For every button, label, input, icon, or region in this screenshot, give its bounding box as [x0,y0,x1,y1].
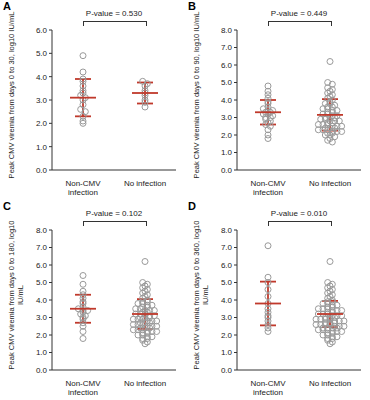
svg-text:No infection: No infection [124,179,166,188]
svg-text:No infection: No infection [124,379,166,388]
html-text:C: C [3,200,11,212]
svg-text:5.0: 5.0 [221,78,233,87]
svg-text:0.0: 0.0 [221,166,233,175]
svg-text:6.0: 6.0 [221,261,233,270]
svg-text:2.0: 2.0 [221,331,233,340]
html-text:A: A [3,0,11,12]
svg-text:0.0: 0.0 [221,366,233,375]
svg-text:8.0: 8.0 [221,226,233,235]
svg-text:Non-CMVinfection: Non-CMVinfection [250,179,286,196]
svg-text:5.0: 5.0 [36,278,48,287]
html-text:Peak CMV viremia from days 0 t: Peak CMV viremia from days 0 to 30, log1… [7,11,16,179]
svg-text:7.0: 7.0 [221,43,233,52]
svg-text:5.0: 5.0 [36,49,48,58]
svg-text:7.0: 7.0 [221,243,233,252]
html-text:P-value = 0.530: P-value = 0.530 [85,9,143,18]
svg-text:6.0: 6.0 [36,26,48,35]
svg-text:Non-CMVinfection: Non-CMVinfection [250,379,286,396]
svg-text:8.0: 8.0 [36,226,48,235]
svg-text:No infection: No infection [309,179,351,188]
svg-text:1.0: 1.0 [221,148,233,157]
svg-text:6.0: 6.0 [36,261,48,270]
svg-text:No infection: No infection [309,379,351,388]
svg-text:4.0: 4.0 [36,296,48,305]
svg-text:1.0: 1.0 [221,348,233,357]
svg-text:3.0: 3.0 [221,113,233,122]
svg-text:2.0: 2.0 [221,131,233,140]
svg-text:Non-CMVinfection: Non-CMVinfection [65,179,101,196]
html-text:D: D [188,200,196,212]
svg-text:8.0: 8.0 [221,26,233,35]
svg-text:2.0: 2.0 [36,331,48,340]
svg-text:3.0: 3.0 [36,313,48,322]
html-text:P-value = 0.449: P-value = 0.449 [270,9,328,18]
svg-text:1.0: 1.0 [36,348,48,357]
svg-text:3.0: 3.0 [36,96,48,105]
svg-text:4.0: 4.0 [221,96,233,105]
svg-text:4.0: 4.0 [36,73,48,82]
html-text:Peak CMV viremia from days 0 t: Peak CMV viremia from days 0 to 360, log… [192,220,210,370]
svg-text:0.0: 0.0 [36,166,48,175]
svg-text:2.0: 2.0 [36,119,48,128]
svg-text:5.0: 5.0 [221,278,233,287]
svg-text:3.0: 3.0 [221,313,233,322]
html-text:B: B [188,0,196,12]
svg-text:1.0: 1.0 [36,143,48,152]
svg-text:0.0: 0.0 [36,366,48,375]
svg-text:7.0: 7.0 [36,243,48,252]
svg-text:Non-CMVinfection: Non-CMVinfection [65,379,101,396]
svg-text:4.0: 4.0 [221,296,233,305]
html-text:P-value = 0.102: P-value = 0.102 [85,209,143,218]
html-text:Peak CMV viremia from days 0 t: Peak CMV viremia from days 0 to 180, log… [7,220,25,370]
svg-text:6.0: 6.0 [221,61,233,70]
html-text:Peak CMV viremia from days 0 t: Peak CMV viremia from days 0 to 90, log1… [192,11,201,179]
html-text:P-value = 0.010: P-value = 0.010 [270,209,328,218]
